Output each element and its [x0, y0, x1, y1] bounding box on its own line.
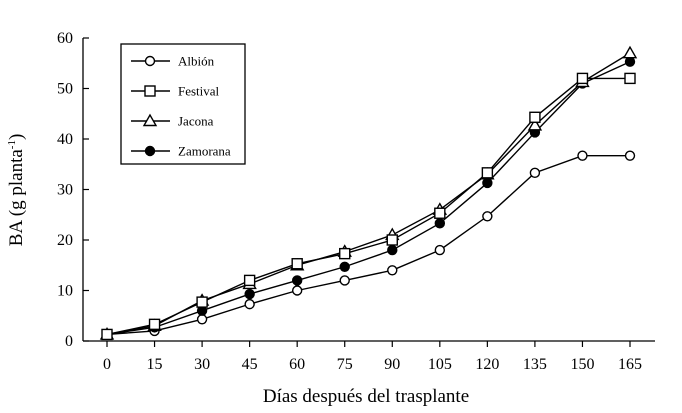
series-festival: [101, 72, 636, 341]
legend-marker: [144, 85, 156, 97]
y-axis-title-superscript: -1: [6, 140, 18, 149]
data-point: [339, 247, 351, 260]
data-point: [291, 275, 303, 286]
series-line: [106, 154, 630, 336]
legend-item: Albión: [131, 54, 215, 69]
x-tick-label: 15: [147, 356, 163, 373]
data-point: [481, 167, 494, 179]
series-layer: [99, 45, 638, 341]
data-point: [622, 45, 638, 59]
data-point: [243, 274, 256, 287]
data-point: [434, 244, 446, 256]
data-point: [624, 72, 636, 85]
x-tick-label: 30: [194, 356, 210, 373]
x-tick-label: 165: [618, 356, 642, 373]
legend-label: Albión: [178, 54, 215, 69]
data-point: [387, 244, 398, 256]
y-tick-label: 60: [57, 30, 73, 47]
legend-label: Jacona: [178, 114, 214, 129]
y-tick-label: 50: [57, 81, 73, 98]
data-point: [434, 207, 446, 219]
y-tick-label: 40: [57, 131, 73, 148]
data-point: [196, 296, 208, 308]
data-point: [577, 150, 588, 161]
x-tick-label: 150: [570, 356, 594, 373]
y-tick-label: 10: [57, 283, 73, 300]
data-point: [527, 117, 543, 131]
y-axis-title-main: BA (g planta: [6, 149, 27, 247]
data-point: [196, 314, 208, 325]
y-axis-title-close: ): [6, 134, 27, 140]
legend-item: Jacona: [131, 114, 214, 129]
y-axis-title: BA (g planta-1): [6, 134, 27, 247]
x-tick-label: 135: [523, 356, 547, 373]
data-point: [529, 167, 541, 179]
x-tick-label: 120: [475, 356, 499, 373]
series-line: [106, 61, 631, 336]
legend-box: [120, 43, 246, 165]
axes: 0 10 20 30 40 50 60 0 15 30 45 60 75 90 105 120 135 150 16…: [57, 30, 655, 373]
y-tick-label: 30: [57, 182, 73, 199]
data-point: [244, 288, 255, 300]
legend: Albión Festival Jacona Zamorana: [120, 43, 246, 165]
data-point: [386, 234, 398, 246]
legend-item: Zamorana: [131, 144, 231, 159]
legend-marker: [144, 55, 156, 67]
legend-label: Festival: [178, 84, 220, 99]
legend-marker: [142, 113, 158, 127]
x-tick-label: 75: [337, 356, 353, 373]
data-point: [624, 150, 636, 161]
series-albi-n: [101, 150, 636, 340]
data-point: [434, 218, 446, 229]
data-point: [148, 318, 161, 331]
data-point: [482, 177, 493, 189]
data-point: [339, 275, 350, 286]
legend-marker: [144, 145, 156, 157]
data-point: [576, 72, 589, 85]
y-tick-label: 20: [57, 232, 73, 249]
data-point: [482, 211, 493, 222]
data-point: [244, 298, 255, 310]
data-point: [529, 111, 541, 123]
series-line: [106, 52, 631, 336]
legend-item: Festival: [131, 84, 220, 99]
data-point: [101, 328, 113, 341]
x-tick-label: 0: [103, 356, 111, 373]
data-point: [339, 261, 350, 272]
x-tick-label: 45: [242, 356, 258, 373]
legend-label: Zamorana: [178, 144, 231, 159]
y-tick-label: 0: [65, 333, 73, 350]
data-point: [291, 285, 303, 296]
x-tick-label: 105: [428, 356, 452, 373]
data-point: [387, 265, 398, 276]
x-tick-label: 60: [289, 356, 305, 373]
series-line: [106, 77, 630, 336]
x-axis-title: Días después del trasplante: [263, 386, 469, 407]
x-tick-label: 90: [384, 356, 400, 373]
data-point: [624, 56, 636, 67]
data-point: [291, 258, 303, 270]
